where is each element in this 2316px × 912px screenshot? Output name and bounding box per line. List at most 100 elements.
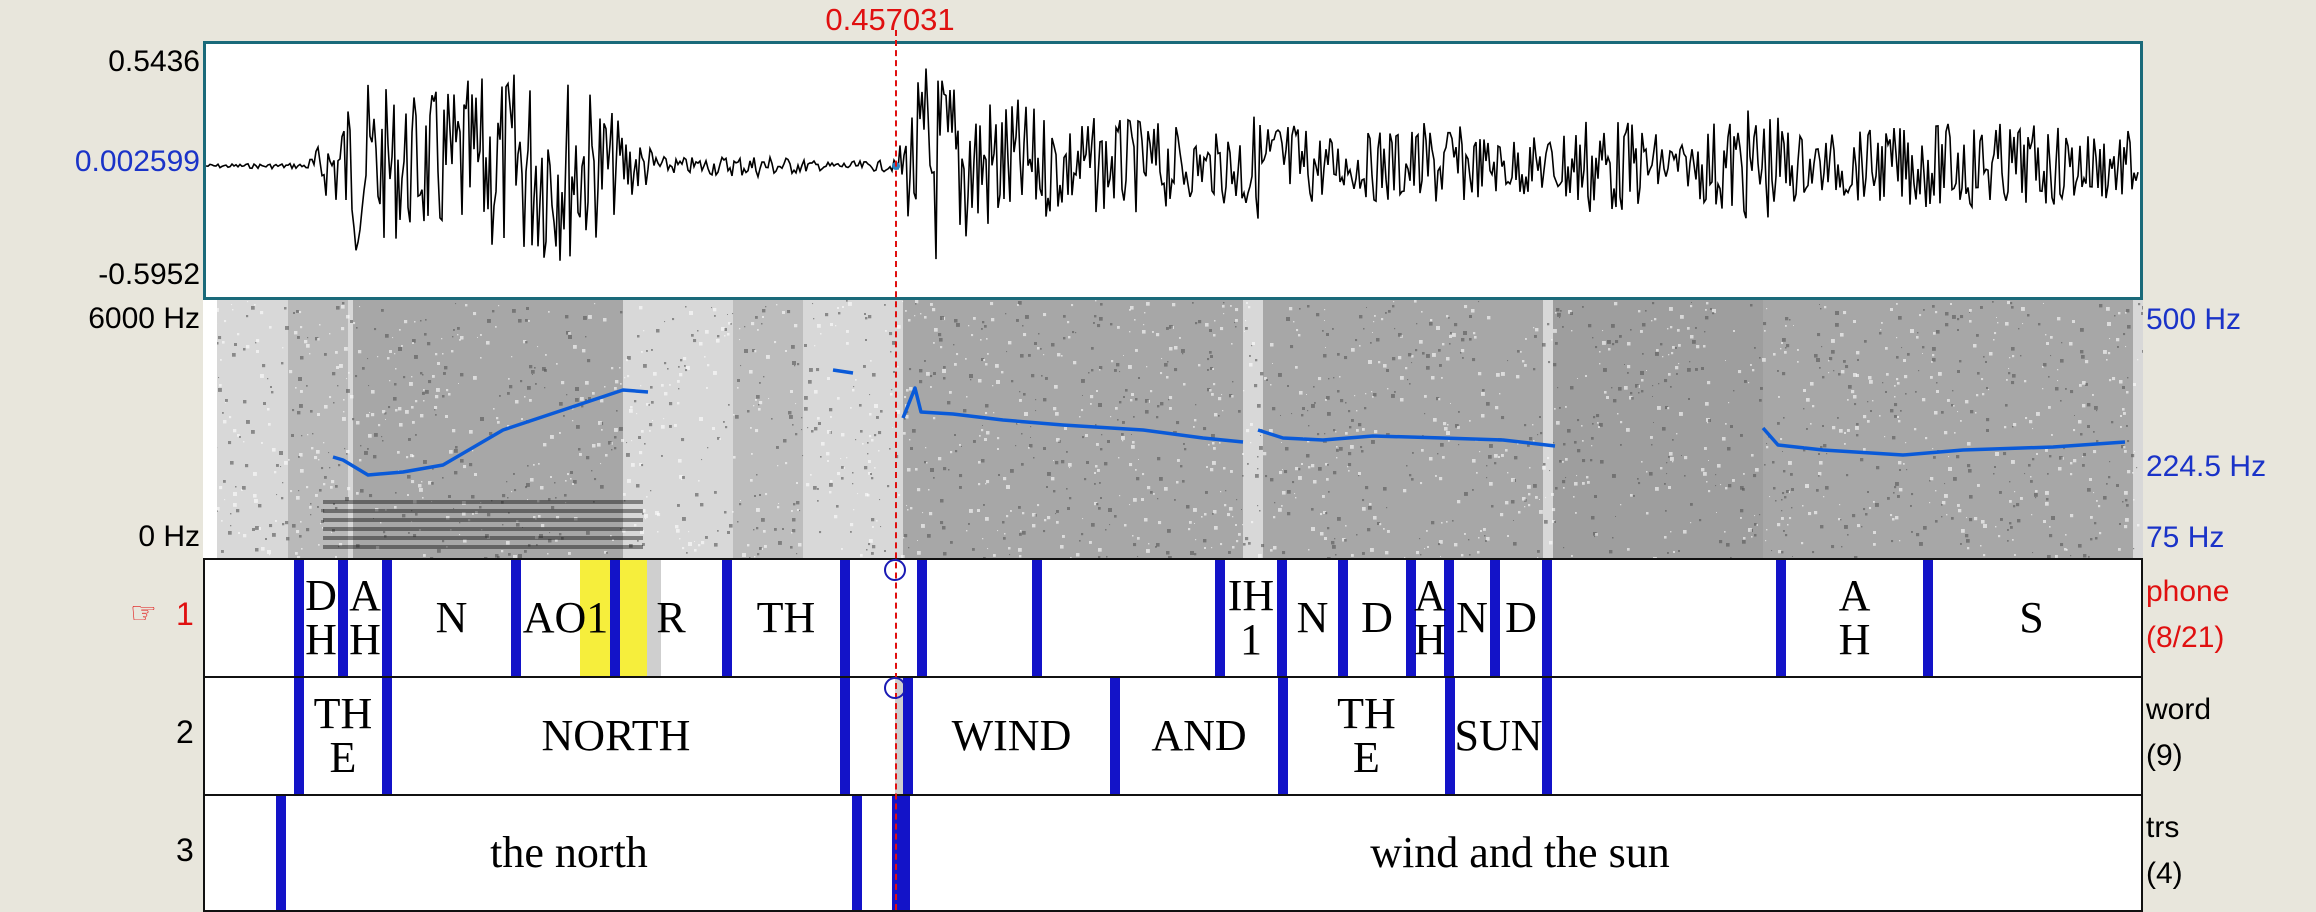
interval-label: SUN	[1454, 711, 1543, 760]
interval-label: A	[1838, 571, 1871, 620]
interval-label: N	[1456, 593, 1488, 642]
interval-boundary[interactable]	[1445, 678, 1455, 794]
interval-boundary[interactable]	[917, 560, 927, 676]
interval-phone[interactable]: TH	[732, 560, 840, 676]
interval-boundary[interactable]	[382, 560, 392, 676]
interval-phone[interactable]: N	[392, 560, 511, 676]
tier-3-number[interactable]: 3	[176, 832, 194, 868]
interval-boundary[interactable]	[338, 560, 348, 676]
interval-label: S	[2019, 593, 2044, 642]
waveform-signal	[206, 68, 2139, 261]
waveform-ymax-label: 0.5436	[108, 45, 200, 78]
interval-boundary[interactable]	[1215, 560, 1225, 676]
interval-phone[interactable]	[927, 560, 1032, 676]
interval-boundary[interactable]	[1923, 560, 1933, 676]
tier-trs[interactable]: the north wind and the sun	[203, 794, 2143, 912]
interval-boundary[interactable]	[294, 678, 304, 794]
interval-phone[interactable]	[1552, 560, 1776, 676]
interval-phone[interactable]: N	[1287, 560, 1338, 676]
interval-boundary[interactable]	[1110, 678, 1120, 794]
interval-boundary[interactable]	[903, 678, 913, 794]
tier-1-count: (8/21)	[2146, 621, 2225, 654]
interval-label: IH	[1227, 571, 1275, 620]
tier-2-number[interactable]: 2	[176, 714, 194, 750]
interval-word[interactable]: SUN	[1454, 678, 1543, 794]
interval-boundary[interactable]	[900, 796, 910, 910]
selection-gap	[647, 560, 661, 676]
interval-boundary[interactable]	[1278, 678, 1288, 794]
interval-boundary[interactable]	[382, 678, 392, 794]
interval-phone[interactable]: AO1	[521, 560, 610, 676]
tier-3-name: trs	[2146, 811, 2180, 844]
spectrogram-fmax-label: 6000 Hz	[88, 302, 200, 335]
tier-1-number[interactable]: 1	[176, 596, 194, 632]
interval-label: E	[329, 733, 357, 782]
interval-boundary[interactable]	[276, 796, 286, 910]
spectrogram-panel[interactable]	[203, 300, 2143, 558]
interval-boundary[interactable]	[852, 796, 862, 910]
tier-phone[interactable]: D H A H N AO1 R TH IH 1 N D A H N D A H S	[203, 558, 2143, 676]
tier-1-pointer-icon: ☞	[130, 597, 157, 630]
interval-boundary[interactable]	[722, 560, 732, 676]
interval-word[interactable]: TH E	[1288, 678, 1445, 794]
interval-label: NORTH	[541, 711, 691, 760]
interval-label: wind and the sun	[1370, 828, 1670, 877]
interval-boundary[interactable]	[1277, 560, 1287, 676]
interval-word[interactable]: WIND	[913, 678, 1110, 794]
pitch-max-label: 500 Hz	[2146, 303, 2242, 336]
interval-trs[interactable]: the north	[286, 796, 852, 910]
interval-label: D	[1505, 593, 1537, 642]
interval-boundary[interactable]	[294, 560, 304, 676]
waveform-ymin-label: -0.5952	[98, 258, 200, 291]
spectrogram-image	[203, 300, 2143, 558]
tier-word[interactable]: TH E NORTH WIND AND TH E SUN	[203, 676, 2143, 794]
interval-label: A	[1414, 571, 1446, 620]
cursor-handle-tier1[interactable]	[884, 559, 906, 581]
interval-label: TH	[313, 689, 373, 738]
interval-boundary[interactable]	[1032, 560, 1042, 676]
interval-label: TH	[756, 593, 816, 642]
interval-phone[interactable]: N	[1454, 560, 1490, 676]
interval-label: H	[305, 615, 337, 664]
interval-boundary[interactable]	[1338, 560, 1348, 676]
interval-label: N	[1296, 593, 1329, 642]
interval-word[interactable]: TH E	[304, 678, 382, 794]
interval-boundary[interactable]	[1542, 678, 1552, 794]
interval-phone[interactable]	[1042, 560, 1215, 676]
interval-phone[interactable]: S	[1933, 560, 2130, 676]
interval-phone[interactable]: D	[1500, 560, 1542, 676]
interval-trs[interactable]: wind and the sun	[910, 796, 2130, 910]
spectrogram-fmin-label: 0 Hz	[138, 520, 200, 553]
interval-boundary[interactable]	[1776, 560, 1786, 676]
interval-boundary[interactable]	[1542, 560, 1552, 676]
interval-boundary[interactable]	[840, 560, 850, 676]
tier-3-count: (4)	[2146, 857, 2183, 890]
interval-label: N	[435, 593, 468, 642]
interval-trs[interactable]	[862, 796, 892, 910]
interval-word[interactable]: NORTH	[392, 678, 840, 794]
interval-boundary[interactable]	[1490, 560, 1500, 676]
interval-boundary[interactable]	[840, 678, 850, 794]
interval-boundary[interactable]	[511, 560, 521, 676]
interval-boundary[interactable]	[1444, 560, 1454, 676]
interval-boundary[interactable]	[1406, 560, 1416, 676]
interval-phone[interactable]: R	[620, 560, 722, 676]
interval-phone[interactable]: IH 1	[1225, 560, 1277, 676]
interval-label: AO1	[522, 593, 609, 642]
interval-boundary[interactable]	[892, 796, 902, 910]
tier-1-name: phone	[2146, 575, 2230, 608]
interval-label: H	[349, 615, 381, 664]
interval-label: A	[349, 571, 381, 620]
time-cursor-line[interactable]	[895, 30, 897, 910]
interval-phone[interactable]: D	[1348, 560, 1406, 676]
interval-word[interactable]: AND	[1120, 678, 1278, 794]
cursor-handle-tier2[interactable]	[884, 677, 906, 699]
waveform-panel[interactable]	[203, 41, 2143, 300]
interval-label: WIND	[951, 711, 1072, 760]
interval-label: TH	[1337, 689, 1396, 738]
interval-boundary[interactable]	[610, 560, 620, 676]
